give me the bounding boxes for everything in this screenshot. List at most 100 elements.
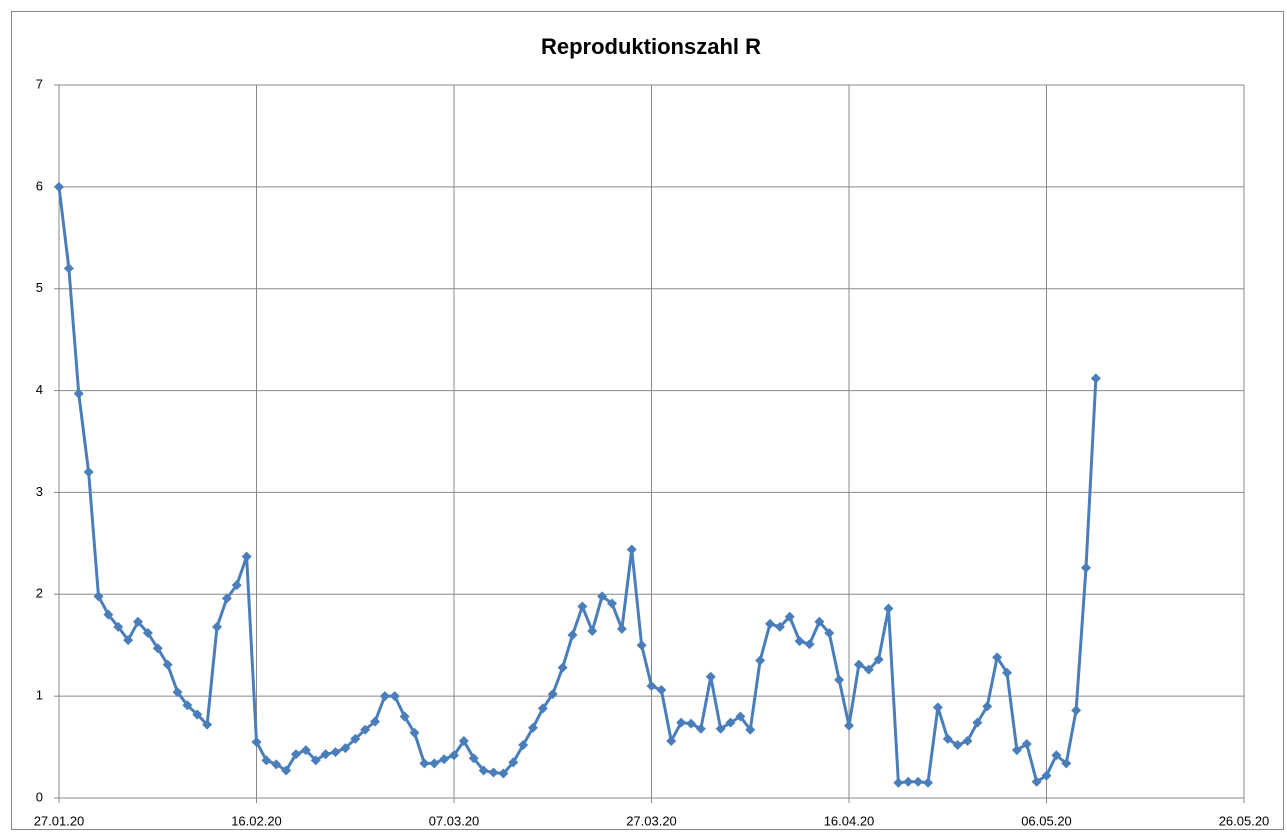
- y-tick-label: 0: [36, 789, 43, 804]
- data-marker: [1090, 373, 1101, 384]
- x-tick-label: 26.05.20: [1219, 813, 1270, 828]
- data-marker: [123, 635, 134, 646]
- data-marker: [142, 627, 153, 638]
- data-marker: [162, 659, 173, 670]
- data-marker: [646, 680, 657, 691]
- data-marker: [360, 724, 371, 735]
- data-marker: [735, 711, 746, 722]
- data-marker: [636, 640, 647, 651]
- data-marker: [607, 598, 617, 609]
- data-marker: [300, 745, 311, 756]
- data-marker: [488, 767, 499, 778]
- data-marker: [982, 701, 993, 712]
- data-marker: [923, 777, 933, 788]
- data-marker: [439, 754, 450, 765]
- data-marker: [113, 621, 124, 632]
- data-marker: [676, 717, 687, 728]
- chart-frame: [11, 11, 1284, 830]
- data-marker: [508, 757, 519, 768]
- data-marker: [419, 758, 430, 769]
- data-marker: [458, 735, 469, 746]
- data-line: [57, 186, 1098, 785]
- data-marker: [784, 611, 795, 622]
- data-marker: [291, 749, 301, 760]
- data-marker: [498, 768, 509, 779]
- data-marker: [231, 580, 242, 591]
- data-marker: [528, 722, 538, 733]
- x-tick-label: 16.02.20: [231, 813, 282, 828]
- data-marker: [93, 591, 104, 602]
- data-marker: [794, 636, 805, 647]
- y-tick-label: 4: [36, 382, 43, 397]
- data-marker: [557, 662, 568, 673]
- data-marker: [547, 689, 558, 700]
- data-marker: [409, 727, 420, 738]
- data-marker: [844, 720, 854, 731]
- data-marker: [774, 621, 785, 632]
- data-marker: [261, 755, 272, 766]
- y-tick-label: 2: [36, 586, 43, 601]
- data-marker: [577, 601, 588, 612]
- data-marker: [873, 654, 884, 665]
- data-marker: [834, 674, 845, 685]
- x-tick-label: 07.03.20: [429, 813, 480, 828]
- data-marker: [1021, 739, 1032, 750]
- data-marker: [863, 664, 874, 675]
- data-marker: [241, 551, 252, 562]
- data-marker: [1081, 562, 1091, 573]
- data-marker: [103, 609, 114, 620]
- data-marker: [1071, 705, 1082, 716]
- data-marker: [853, 659, 864, 670]
- data-marker: [1041, 770, 1052, 781]
- data-marker: [271, 759, 282, 770]
- data-marker: [587, 625, 598, 636]
- data-marker: [1061, 758, 1072, 769]
- data-marker: [992, 652, 1003, 663]
- data-marker: [755, 655, 766, 666]
- data-marker: [597, 591, 608, 602]
- y-tick-label: 3: [36, 484, 43, 499]
- data-marker: [567, 630, 578, 641]
- data-marker: [626, 544, 637, 555]
- data-marker: [705, 671, 716, 682]
- data-marker: [83, 467, 94, 478]
- data-marker: [695, 723, 706, 734]
- data-marker: [221, 593, 232, 604]
- data-marker: [399, 711, 410, 722]
- data-marker: [429, 758, 440, 769]
- chart-title: Reproduktionszahl R: [541, 34, 761, 59]
- data-marker: [192, 709, 203, 720]
- data-marker: [765, 618, 775, 629]
- x-tick-label: 16.04.20: [824, 813, 875, 828]
- data-marker: [1031, 776, 1042, 787]
- data-marker: [202, 719, 213, 730]
- data-marker: [814, 616, 825, 627]
- data-marker: [320, 749, 331, 760]
- data-marker: [54, 181, 64, 192]
- data-marker: [962, 735, 973, 746]
- data-marker: [537, 703, 548, 714]
- data-marker: [804, 639, 815, 650]
- data-marker: [715, 723, 726, 734]
- data-marker: [330, 747, 341, 758]
- data-marker: [893, 777, 904, 788]
- data-marker: [518, 740, 529, 751]
- data-marker: [350, 733, 361, 744]
- data-marker: [152, 643, 163, 654]
- data-marker: [182, 700, 193, 711]
- data-marker: [389, 691, 400, 702]
- data-marker: [133, 616, 143, 627]
- data-marker: [310, 755, 321, 766]
- data-marker: [1011, 745, 1022, 756]
- data-marker: [478, 765, 489, 776]
- x-tick-label: 27.03.20: [626, 813, 677, 828]
- y-tick-label: 1: [36, 688, 43, 703]
- data-marker: [1002, 667, 1012, 678]
- data-marker: [1051, 750, 1062, 761]
- data-marker: [824, 627, 835, 638]
- data-marker: [666, 735, 677, 746]
- data-marker: [952, 740, 963, 751]
- data-marker: [172, 687, 183, 698]
- y-tick-label: 5: [36, 280, 43, 295]
